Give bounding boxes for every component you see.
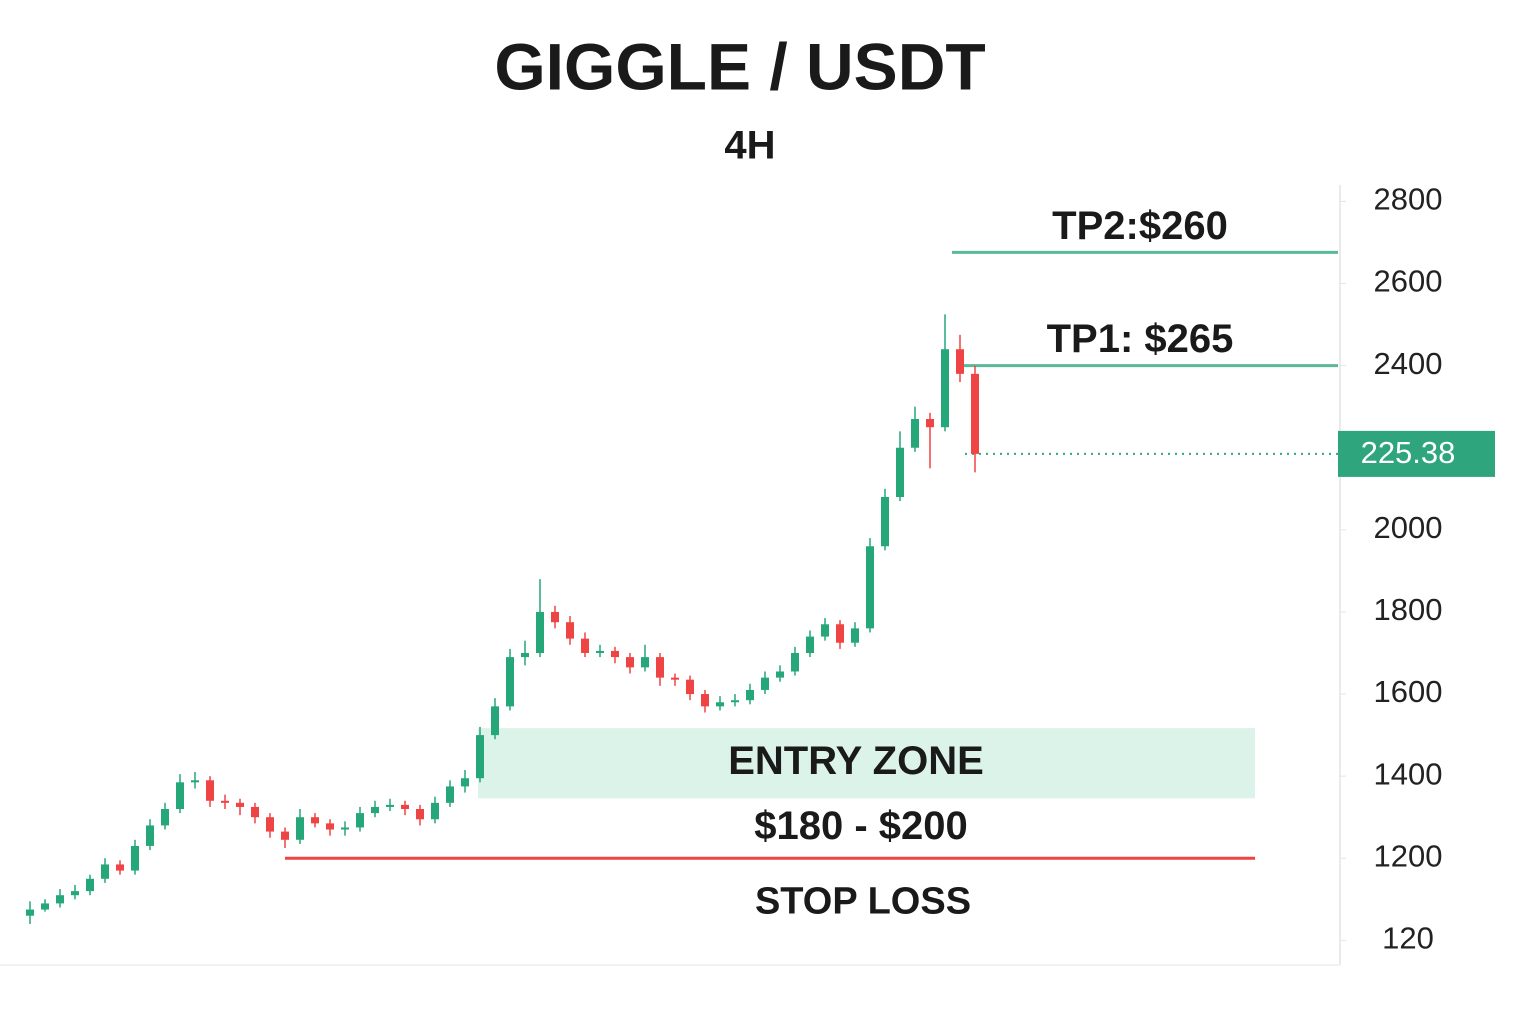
candle-body: [401, 804, 409, 809]
candle-body: [656, 657, 664, 678]
candle-body: [491, 706, 499, 736]
tp2-label: TP2:$260: [1052, 204, 1228, 248]
candle-body: [266, 817, 274, 832]
candle-body: [131, 845, 139, 871]
y-tick-label: 2400: [1374, 346, 1443, 381]
candle-body: [41, 903, 49, 910]
candle-body: [101, 864, 109, 879]
candle-body: [446, 786, 454, 803]
candle-body: [26, 909, 34, 916]
entry-zone-range: $180 - $200: [754, 804, 968, 848]
candle-body: [701, 694, 709, 707]
candle-body: [596, 650, 604, 653]
candle-body: [296, 817, 304, 840]
stop-loss-label: STOP LOSS: [755, 880, 971, 922]
candle-body: [476, 735, 484, 779]
candle-body: [971, 373, 979, 454]
candle-body: [536, 611, 544, 653]
candle-body: [716, 702, 724, 707]
candle-body: [626, 657, 634, 668]
candle-body: [641, 657, 649, 668]
candle-body: [806, 636, 814, 653]
candle-body: [506, 657, 514, 707]
tp1-label: TP1: $265: [1047, 317, 1234, 361]
candle-body: [911, 419, 919, 448]
candle-body: [731, 700, 739, 703]
y-tick-label: 2000: [1374, 510, 1443, 545]
candle-body: [461, 778, 469, 787]
chart-subtitle: 4H: [724, 124, 775, 168]
candle-body: [341, 827, 349, 830]
candle-body: [671, 677, 679, 680]
candle-body: [191, 780, 199, 783]
candle-body: [431, 802, 439, 820]
candle-body: [116, 864, 124, 871]
candle-body: [176, 782, 184, 809]
y-tick-label: 1600: [1374, 674, 1443, 709]
candle-body: [311, 817, 319, 824]
candle-body: [236, 802, 244, 807]
candle-body: [56, 895, 64, 904]
y-tick-label: 120: [1382, 921, 1434, 956]
candle-body: [581, 638, 589, 653]
candle-body: [791, 653, 799, 672]
candle-body: [746, 689, 754, 701]
candle-body: [926, 419, 934, 428]
y-tick-label: 1200: [1374, 838, 1443, 873]
candle-body: [686, 679, 694, 695]
chart-title: GIGGLE / USDT: [494, 29, 985, 103]
candle-body: [566, 622, 574, 639]
candle-body: [161, 809, 169, 826]
entry-zone-label: ENTRY ZONE: [728, 739, 984, 783]
candle-body: [326, 823, 334, 830]
y-tick-label: 1800: [1374, 592, 1443, 627]
candle-body: [956, 349, 964, 374]
candle-body: [941, 349, 949, 428]
candle-body: [521, 653, 529, 658]
candle-body: [821, 624, 829, 637]
candle-body: [551, 611, 559, 623]
candle-body: [281, 831, 289, 840]
candle-body: [761, 677, 769, 690]
candle-body: [251, 806, 259, 818]
candle-body: [836, 624, 844, 643]
candle-body: [416, 809, 424, 820]
candle-body: [386, 804, 394, 807]
y-tick-label: 2600: [1374, 264, 1443, 299]
candle-body: [146, 825, 154, 846]
candle-body: [881, 497, 889, 547]
candle-body: [896, 447, 904, 497]
candle-body: [221, 800, 229, 803]
candle-body: [611, 650, 619, 658]
candle-body: [356, 813, 364, 828]
candle-body: [776, 671, 784, 678]
entry-zone: [478, 728, 1255, 799]
current-price-label: 225.38: [1361, 435, 1456, 470]
candle-body: [206, 780, 214, 801]
candle-body: [71, 891, 79, 896]
candle-body: [86, 878, 94, 892]
y-tick-label: 2800: [1374, 182, 1443, 217]
candle-body: [371, 806, 379, 814]
current-price-badge: [1338, 430, 1495, 477]
candle-body: [866, 546, 874, 629]
candle-body: [851, 628, 859, 643]
y-tick-label: 1400: [1374, 756, 1443, 791]
